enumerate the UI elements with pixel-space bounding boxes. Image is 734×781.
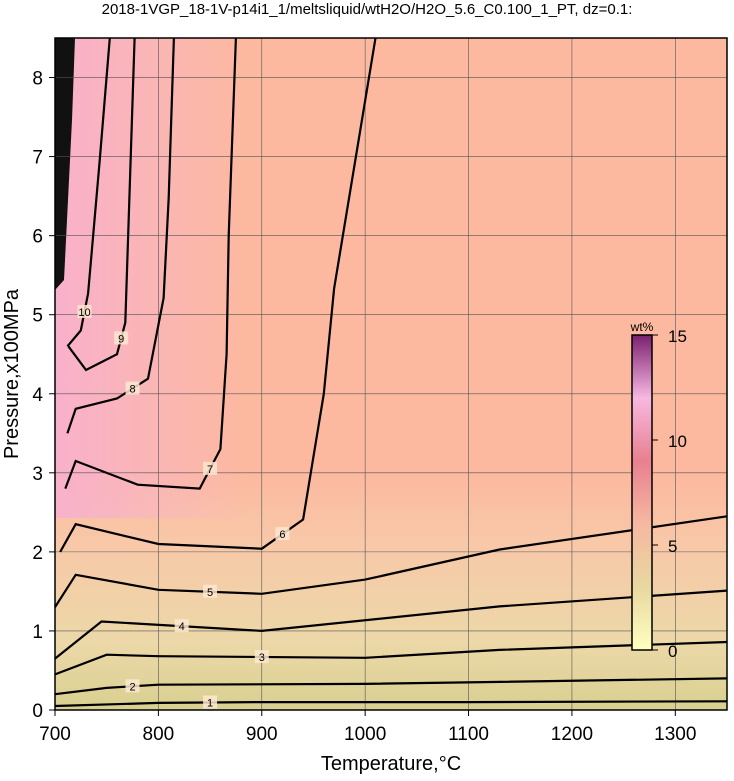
chart-title: 2018-1VGP_18-1V-p14i1_1/meltsliquid/wtH2… xyxy=(102,1,633,18)
x-tick-label: 1000 xyxy=(344,724,386,745)
contour-label: 1 xyxy=(207,697,213,709)
colorbar-tick-label: 15 xyxy=(668,327,687,346)
contour-label-box xyxy=(114,331,129,345)
x-tick-label: 700 xyxy=(39,724,71,745)
x-tick-label: 1200 xyxy=(551,724,593,745)
y-tick-label: 7 xyxy=(32,148,43,169)
y-axis-label: Pressure,x100MPa xyxy=(1,288,23,459)
y-tick-label: 4 xyxy=(32,385,43,406)
contour-line xyxy=(54,515,728,608)
y-tick-label: 8 xyxy=(32,69,43,90)
colorbar-tick-label: 10 xyxy=(668,432,687,451)
contour-line xyxy=(66,37,175,434)
plot-frame xyxy=(54,37,728,711)
colorbar-label: wt% xyxy=(630,320,654,334)
contour-line xyxy=(54,677,728,696)
colorbar xyxy=(631,334,653,651)
x-axis-label: Temperature,°C xyxy=(321,753,461,775)
y-tick-label: 6 xyxy=(32,227,43,248)
contour-label: 4 xyxy=(179,621,185,633)
x-tick-label: 1300 xyxy=(654,724,696,745)
contour-label: 7 xyxy=(207,464,213,476)
dark-region xyxy=(55,38,75,290)
x-tick-label: 800 xyxy=(143,724,175,745)
contour-label-box xyxy=(203,584,218,598)
contour-label-box xyxy=(125,381,140,395)
y-tick-label: 0 xyxy=(32,701,43,722)
plot-shading xyxy=(55,38,245,518)
contour-label: 5 xyxy=(207,587,213,599)
y-tick-label: 3 xyxy=(32,464,43,485)
contour-label-box xyxy=(203,695,218,709)
contour-label-box xyxy=(275,527,290,541)
contour-label: 3 xyxy=(259,652,265,664)
colorbar-tick-label: 5 xyxy=(668,537,677,556)
y-tick-label: 1 xyxy=(32,622,43,643)
contour-label-box xyxy=(125,679,140,693)
contour-label: 9 xyxy=(118,333,124,345)
contour-line xyxy=(54,700,728,708)
contour-label-box xyxy=(174,619,189,633)
contour-label-box xyxy=(203,461,218,475)
contour-label: 10 xyxy=(78,307,90,319)
contour-line xyxy=(66,37,111,348)
y-tick-label: 2 xyxy=(32,543,43,564)
x-tick-label: 1100 xyxy=(448,724,489,745)
y-tick-label: 5 xyxy=(32,306,43,327)
contour-label-box xyxy=(77,304,92,318)
colorbar-tick-label: 0 xyxy=(668,642,677,661)
contour-label: 2 xyxy=(129,681,135,693)
x-tick-label: 900 xyxy=(246,724,278,745)
contour-label-box xyxy=(254,650,269,664)
contour-label: 6 xyxy=(279,529,285,541)
contour-line xyxy=(54,589,728,660)
contour-label: 8 xyxy=(129,384,135,396)
